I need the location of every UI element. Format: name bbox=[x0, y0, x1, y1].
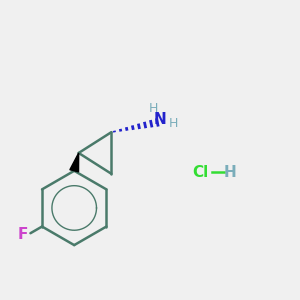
Text: H: H bbox=[148, 102, 158, 115]
Text: H: H bbox=[169, 117, 178, 130]
Text: N: N bbox=[154, 112, 167, 127]
Text: F: F bbox=[18, 227, 28, 242]
Text: H: H bbox=[223, 165, 236, 180]
Polygon shape bbox=[70, 153, 79, 172]
Text: Cl: Cl bbox=[192, 165, 209, 180]
